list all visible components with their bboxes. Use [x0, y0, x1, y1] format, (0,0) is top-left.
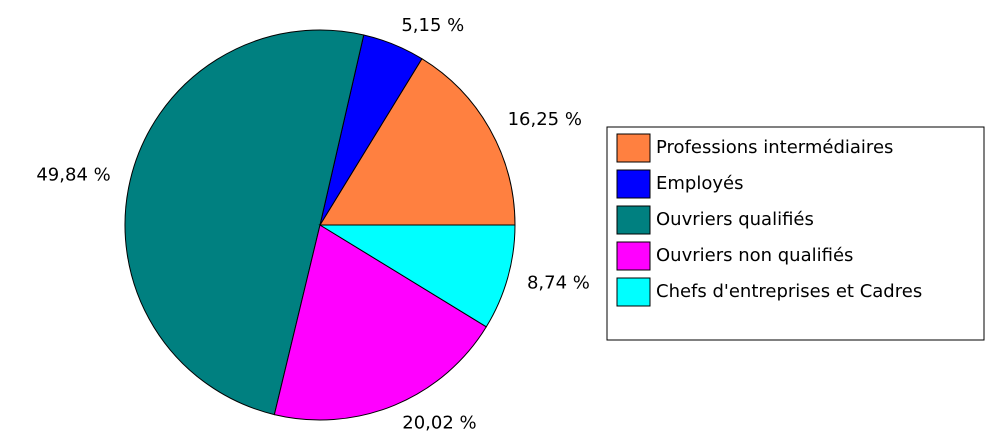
data-label: 5,15 % [401, 15, 464, 36]
pie-slice [273, 224, 488, 421]
data-label: 49,84 % [36, 165, 110, 186]
data-label: 20,02 % [402, 413, 476, 434]
data-label: 8,74 % [527, 272, 590, 293]
pie-slice [319, 58, 516, 226]
legend-label: Chefs d'entreprises et Cadres [656, 281, 922, 302]
pie-slice [124, 29, 365, 416]
legend-swatch [616, 169, 651, 199]
legend-label: Professions intermédiaires [656, 137, 893, 158]
legend-label: Ouvriers non qualifiés [656, 245, 853, 266]
legend-box [606, 126, 985, 341]
legend-swatch [616, 133, 651, 163]
legend-label: Ouvriers qualifiés [656, 209, 814, 230]
legend-label: Employés [656, 173, 743, 194]
data-label: 16,25 % [508, 109, 582, 130]
legend-swatch [616, 205, 651, 235]
pie-slice [318, 224, 516, 328]
legend-swatch [616, 277, 651, 307]
legend-swatch [616, 241, 651, 271]
